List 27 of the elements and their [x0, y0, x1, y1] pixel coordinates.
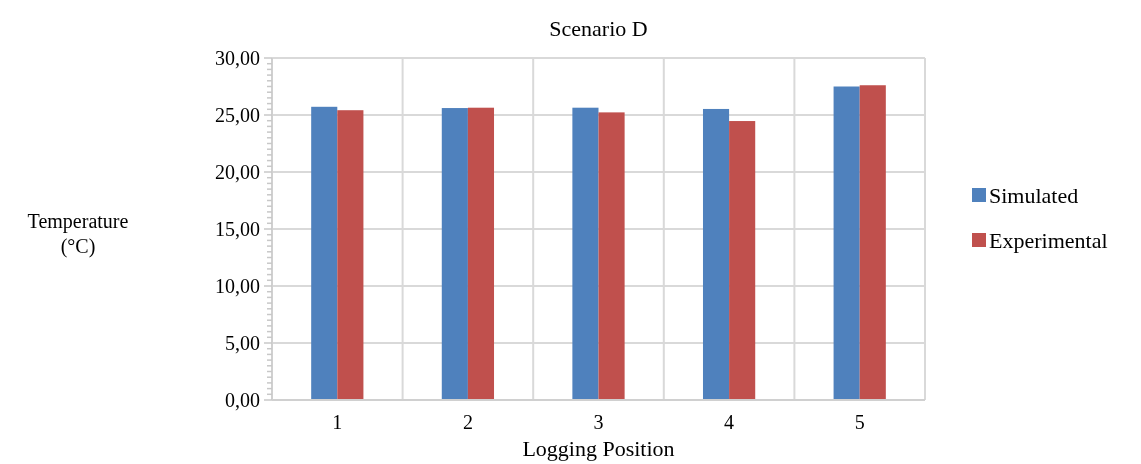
chart-title: Scenario D [549, 16, 648, 41]
y-tick-label: 0,00 [225, 389, 260, 411]
bar [337, 110, 364, 400]
bar [859, 85, 886, 400]
y-tick-label: 25,00 [215, 104, 260, 126]
bar [729, 121, 756, 400]
x-tick-label: 5 [854, 411, 865, 433]
bar [467, 107, 495, 400]
y-tick-label: 10,00 [215, 275, 260, 297]
y-tick-label: 15,00 [215, 218, 260, 240]
x-tick-label: 4 [724, 411, 735, 433]
bar [833, 86, 860, 400]
x-tick-label: 1 [332, 411, 343, 433]
y-axis-title: Temperature (°C) [27, 210, 129, 258]
y-tick-label: 5,00 [225, 332, 260, 354]
legend-label: Simulated [989, 182, 1079, 208]
x-tick-label: 2 [462, 411, 473, 433]
bar [572, 107, 599, 400]
bar [441, 108, 468, 400]
x-tick-label: 3 [593, 411, 604, 433]
bar [311, 106, 338, 400]
legend-label: Experimental [989, 227, 1108, 253]
bar [702, 108, 730, 400]
y-tick-label: 20,00 [215, 161, 260, 183]
bar [598, 112, 625, 400]
x-axis-title: Logging Position [522, 436, 675, 461]
y-tick-label: 30,00 [215, 47, 260, 69]
